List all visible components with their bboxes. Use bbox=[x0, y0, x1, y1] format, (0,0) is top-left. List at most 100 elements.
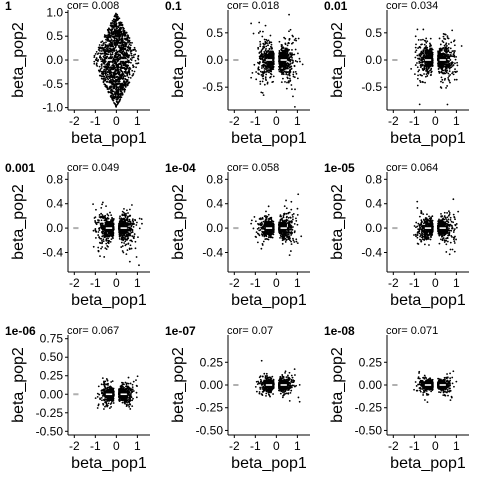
data-point bbox=[132, 64, 134, 67]
data-point bbox=[266, 65, 269, 68]
data-point bbox=[123, 242, 126, 244]
data-point bbox=[101, 60, 104, 63]
data-point bbox=[426, 53, 429, 56]
data-point bbox=[449, 59, 452, 61]
data-point bbox=[107, 66, 110, 69]
data-point bbox=[429, 69, 431, 72]
data-point bbox=[271, 236, 274, 239]
data-point bbox=[280, 56, 283, 59]
data-point bbox=[442, 41, 445, 44]
data-point bbox=[446, 85, 449, 87]
data-point bbox=[107, 75, 110, 78]
data-point bbox=[265, 73, 268, 76]
data-point bbox=[455, 55, 457, 58]
data-point bbox=[456, 70, 458, 73]
data-point bbox=[131, 69, 134, 72]
data-point bbox=[293, 105, 296, 108]
data-point bbox=[127, 82, 129, 85]
data-point bbox=[414, 51, 417, 53]
data-point bbox=[128, 43, 131, 46]
data-point bbox=[105, 242, 108, 245]
data-point bbox=[97, 246, 100, 249]
data-point bbox=[98, 214, 101, 216]
data-point bbox=[422, 28, 425, 31]
data-point bbox=[282, 215, 285, 217]
data-point bbox=[438, 70, 440, 73]
data-point bbox=[450, 41, 453, 44]
data-point bbox=[123, 41, 126, 43]
data-point bbox=[440, 76, 443, 79]
data-point bbox=[130, 224, 133, 227]
data-point bbox=[111, 39, 113, 42]
data-point bbox=[291, 59, 294, 62]
data-point bbox=[283, 205, 286, 208]
data-point bbox=[293, 53, 296, 56]
data-point bbox=[112, 63, 115, 66]
data-point bbox=[292, 75, 295, 78]
data-point bbox=[126, 218, 129, 221]
data-point bbox=[116, 56, 119, 58]
data-point bbox=[264, 56, 266, 59]
data-point bbox=[111, 48, 113, 50]
data-point bbox=[102, 44, 105, 46]
x-tick-label: 0 bbox=[113, 114, 120, 128]
data-point bbox=[295, 219, 298, 222]
data-point bbox=[419, 79, 421, 82]
x-axis-label: beta_pop1 bbox=[71, 130, 147, 147]
data-point bbox=[287, 64, 289, 67]
data-point bbox=[133, 70, 136, 73]
data-point bbox=[126, 48, 129, 51]
data-points bbox=[92, 201, 143, 267]
data-point bbox=[109, 91, 112, 93]
data-point bbox=[445, 64, 448, 67]
data-point bbox=[292, 226, 294, 228]
data-point bbox=[260, 218, 262, 221]
data-point bbox=[279, 68, 282, 70]
data-point bbox=[126, 79, 129, 81]
data-point bbox=[441, 40, 444, 42]
y-tick-label: -0.5 bbox=[202, 80, 223, 94]
data-point bbox=[132, 56, 135, 59]
data-point bbox=[416, 62, 418, 64]
data-point bbox=[111, 229, 114, 232]
data-point bbox=[101, 239, 103, 242]
data-point bbox=[105, 41, 107, 44]
data-point bbox=[113, 22, 115, 25]
data-point bbox=[128, 220, 131, 223]
data-point bbox=[281, 239, 284, 242]
data-point bbox=[262, 47, 264, 50]
data-point bbox=[111, 56, 113, 59]
data-point bbox=[288, 235, 291, 238]
data-point bbox=[257, 223, 260, 226]
data-point bbox=[283, 65, 285, 68]
data-point bbox=[439, 62, 442, 65]
data-point bbox=[117, 101, 120, 104]
data-points bbox=[250, 13, 304, 108]
data-point bbox=[126, 46, 129, 49]
data-point bbox=[425, 41, 428, 44]
data-point bbox=[129, 232, 132, 235]
data-point bbox=[122, 44, 125, 46]
x-axis-label: beta_pop1 bbox=[390, 130, 466, 147]
data-point bbox=[267, 69, 270, 71]
data-point bbox=[442, 81, 444, 84]
data-point bbox=[103, 70, 106, 73]
data-point bbox=[420, 57, 423, 59]
data-point bbox=[264, 40, 267, 43]
data-point bbox=[447, 72, 450, 75]
data-point bbox=[120, 73, 123, 76]
data-point bbox=[446, 54, 449, 56]
data-point bbox=[98, 227, 101, 230]
data-point bbox=[264, 64, 267, 67]
y-axis-label: beta_pop2 bbox=[329, 22, 346, 98]
data-point bbox=[282, 47, 285, 49]
data-point bbox=[261, 227, 264, 230]
data-point bbox=[416, 66, 419, 69]
data-point bbox=[454, 58, 457, 61]
data-point bbox=[97, 219, 99, 221]
data-point bbox=[121, 88, 124, 91]
data-point bbox=[107, 78, 110, 81]
data-point bbox=[418, 62, 421, 64]
data-point bbox=[109, 222, 112, 225]
data-point bbox=[100, 75, 103, 78]
